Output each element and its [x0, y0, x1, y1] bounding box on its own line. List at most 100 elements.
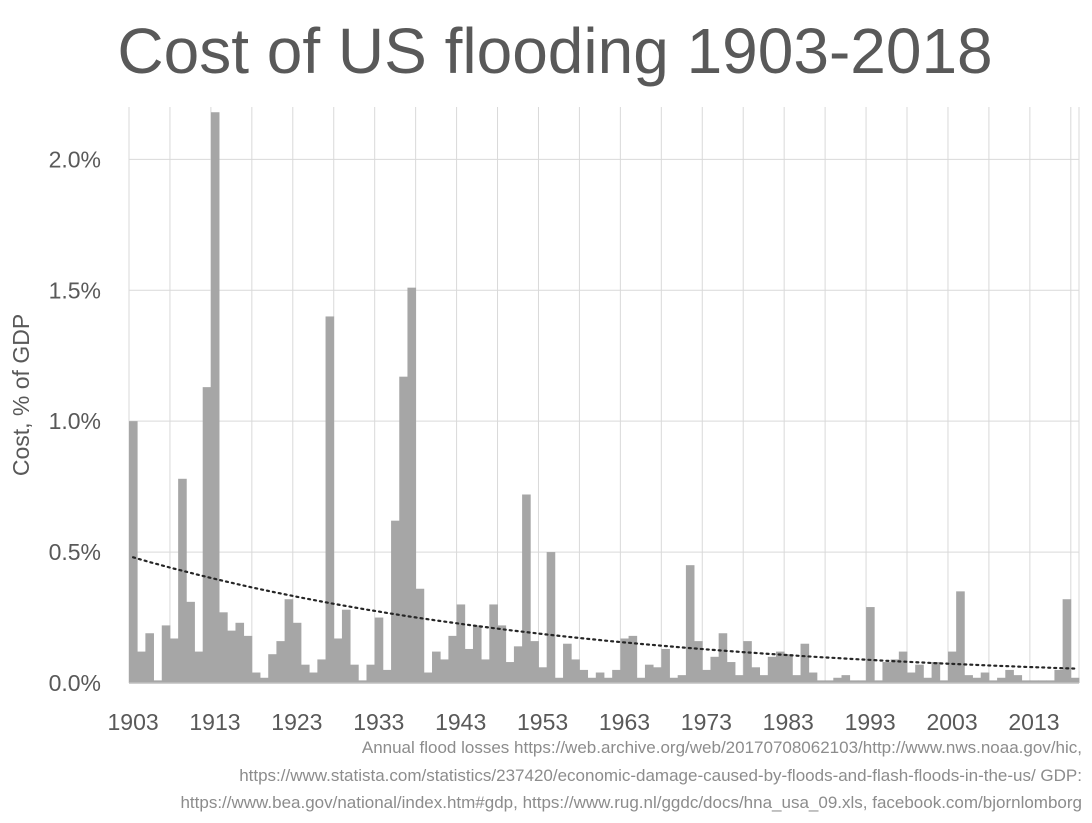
- bar-2009: [997, 677, 1006, 683]
- y-tick-label: 0.0%: [49, 670, 101, 696]
- bar-1909: [178, 478, 187, 683]
- bar-1933: [374, 617, 384, 683]
- bar-1908: [169, 638, 179, 683]
- bar-1982: [775, 651, 785, 683]
- bar-1955: [554, 677, 564, 683]
- bar-1906: [153, 680, 163, 683]
- bar-1965: [636, 677, 646, 683]
- x-tick-label: 1943: [435, 709, 486, 735]
- bar-1989: [833, 677, 842, 683]
- x-tick-label: 1983: [763, 709, 814, 735]
- x-tick-label: 2013: [1008, 709, 1059, 735]
- bar-1983: [784, 654, 793, 683]
- bar-1937: [407, 287, 417, 683]
- x-tick-label: 1963: [599, 709, 650, 735]
- bar-2008: [988, 680, 998, 683]
- chart-title: Cost of US flooding 1903-2018: [117, 15, 993, 87]
- y-tick-label: 0.5%: [49, 539, 101, 565]
- bar-1904: [137, 651, 146, 683]
- bar-1979: [751, 667, 761, 683]
- bar-2007: [980, 672, 990, 683]
- bar-1936: [399, 376, 408, 683]
- bar-1944: [464, 648, 474, 683]
- bar-1925: [309, 672, 318, 683]
- bar-1995: [882, 662, 892, 683]
- bar-1999: [915, 664, 924, 683]
- bar-2004: [956, 591, 965, 683]
- bar-2013: [1029, 680, 1039, 683]
- bar-1998: [907, 672, 916, 683]
- bar-1972: [694, 641, 703, 683]
- bar-2001: [931, 662, 941, 683]
- bar-1943: [456, 604, 466, 683]
- bar-1958: [579, 669, 589, 683]
- bar-1986: [808, 672, 818, 683]
- bar-1946: [481, 659, 490, 683]
- source-line-1: Annual flood losses https://web.archive.…: [361, 738, 1082, 757]
- bar-1990: [841, 675, 851, 683]
- bar-1951: [522, 494, 531, 683]
- bar-2003: [947, 651, 957, 683]
- x-tick-label: 1923: [271, 709, 322, 735]
- bar-1962: [612, 669, 621, 683]
- bar-1950: [513, 646, 523, 683]
- bar-1947: [489, 604, 498, 683]
- bar-1992: [857, 680, 867, 683]
- bar-1918: [251, 672, 261, 683]
- y-tick-label: 1.0%: [49, 408, 101, 434]
- bar-1973: [702, 669, 711, 683]
- bar-1994: [874, 680, 883, 683]
- bar-1997: [898, 651, 908, 683]
- bar-1949: [505, 662, 515, 683]
- bar-2012: [1021, 680, 1031, 683]
- bar-2005: [964, 675, 973, 683]
- bar-1907: [161, 625, 171, 683]
- y-tick-label: 2.0%: [49, 146, 101, 172]
- source-line-2: https://www.statista.com/statistics/2374…: [239, 766, 1082, 785]
- bar-1920: [268, 654, 277, 683]
- x-tick-label: 1933: [353, 709, 404, 735]
- bar-1939: [423, 672, 433, 683]
- bar-1967: [653, 667, 662, 683]
- bar-1928: [333, 638, 343, 683]
- bar-1941: [440, 659, 449, 683]
- bar-1964: [628, 635, 638, 683]
- bar-1913: [210, 112, 220, 683]
- bar-1910: [186, 601, 195, 683]
- bar-1921: [276, 641, 286, 683]
- bar-1976: [726, 662, 736, 683]
- bar-1911: [194, 651, 204, 683]
- bar-1929: [341, 609, 351, 683]
- bar-1948: [497, 625, 507, 683]
- bar-1903: [129, 421, 138, 683]
- bar-1930: [350, 664, 359, 683]
- bar-1931: [358, 680, 367, 683]
- bar-1985: [800, 643, 810, 683]
- y-axis-title: Cost, % of GDP: [8, 314, 34, 476]
- bar-1977: [735, 675, 744, 683]
- bar-1996: [890, 659, 900, 683]
- bar-1916: [235, 622, 245, 683]
- bar-2018: [1070, 677, 1080, 683]
- bar-1942: [448, 635, 457, 683]
- x-tick-label: 1953: [517, 709, 568, 735]
- bar-1919: [260, 677, 269, 683]
- bar-1975: [718, 633, 728, 683]
- bar-1974: [710, 656, 720, 683]
- bar-1993: [866, 607, 875, 683]
- bar-1971: [685, 565, 695, 683]
- bar-1935: [391, 520, 400, 683]
- bar-2000: [923, 677, 932, 683]
- bar-1968: [661, 648, 670, 683]
- bar-2017: [1062, 599, 1072, 683]
- bar-2014: [1038, 680, 1047, 683]
- bar-1981: [767, 656, 777, 683]
- bar-1956: [563, 643, 572, 683]
- bar-1984: [792, 675, 801, 683]
- bar-1923: [292, 622, 302, 683]
- bar-1957: [571, 659, 580, 683]
- x-tick-label: 2003: [926, 709, 977, 735]
- bar-1960: [595, 672, 605, 683]
- bar-1932: [366, 664, 376, 683]
- bar-1912: [202, 387, 212, 683]
